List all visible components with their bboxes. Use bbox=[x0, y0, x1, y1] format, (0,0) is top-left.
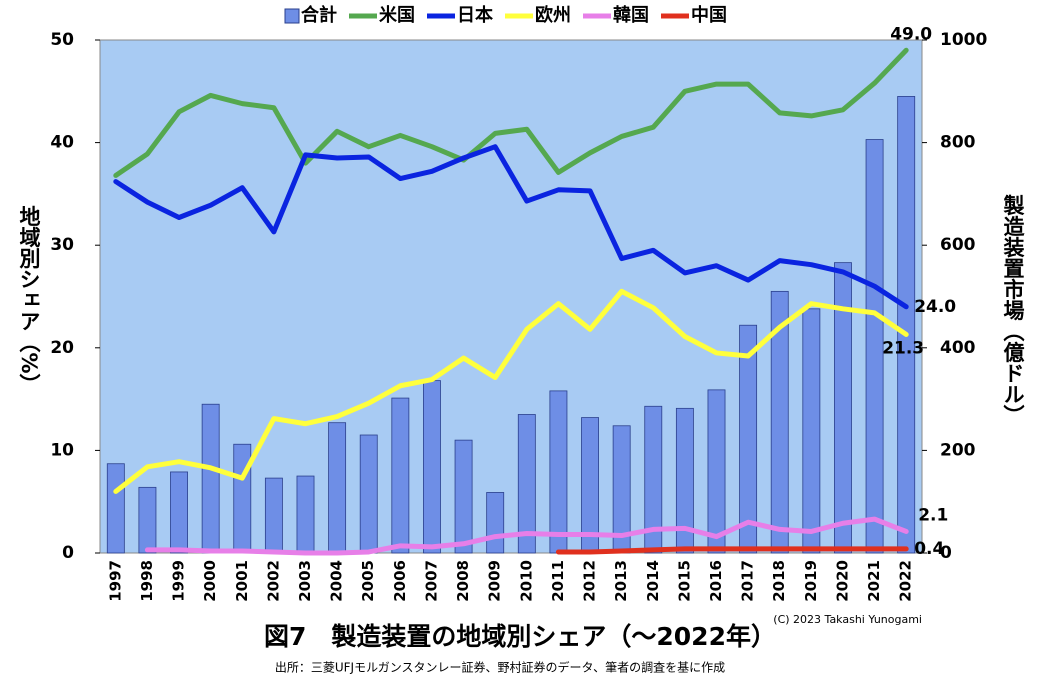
legend-label: 欧州 bbox=[535, 4, 571, 26]
bar bbox=[328, 422, 347, 554]
x-tick-label: 2006 bbox=[391, 560, 409, 602]
x-tick-label: 2002 bbox=[264, 560, 282, 602]
bar bbox=[865, 139, 884, 554]
value-label: 2.1 bbox=[918, 505, 948, 525]
bar bbox=[138, 486, 157, 554]
y2-tick-label: 1000 bbox=[940, 30, 987, 50]
x-tick-label: 2013 bbox=[612, 560, 630, 602]
legend-label: 日本 bbox=[457, 4, 493, 26]
bar bbox=[675, 407, 694, 554]
x-tick-label: 2003 bbox=[296, 560, 314, 602]
x-tick-label: 2001 bbox=[233, 560, 251, 602]
value-label: 24.0 bbox=[914, 297, 956, 317]
bar bbox=[296, 475, 315, 554]
x-tick-label: 2004 bbox=[328, 560, 346, 602]
line-series bbox=[113, 288, 909, 494]
bar bbox=[739, 324, 758, 554]
bar bbox=[391, 397, 410, 554]
credit: (C) 2023 Takashi Yunogami bbox=[773, 613, 922, 626]
x-tick-label: 2012 bbox=[581, 560, 599, 602]
legend-label: 韓国 bbox=[613, 4, 649, 26]
x-tick-label: 2014 bbox=[644, 560, 662, 602]
x-tick-label: 2005 bbox=[359, 560, 377, 602]
x-tick-label: 2011 bbox=[549, 560, 567, 602]
bar bbox=[897, 96, 916, 554]
x-tick-label: 2020 bbox=[833, 560, 851, 602]
bar bbox=[486, 492, 505, 554]
bar bbox=[170, 471, 188, 554]
bar bbox=[802, 308, 821, 554]
y2-tick-label: 0 bbox=[940, 543, 952, 563]
bar bbox=[454, 439, 473, 554]
x-tick-label: 1998 bbox=[138, 560, 156, 602]
x-tick-label: 2019 bbox=[802, 560, 820, 602]
bar bbox=[264, 477, 283, 554]
x-tick-label: 2007 bbox=[422, 560, 440, 602]
x-tick-label: 2018 bbox=[770, 560, 788, 602]
y2-tick-label: 600 bbox=[940, 235, 976, 255]
source-note: 出所：三菱UFJモルガンスタンレー証券、野村証券のデータ、筆者の調査を基に作成 bbox=[275, 660, 725, 675]
line-series bbox=[113, 144, 909, 310]
bar bbox=[201, 403, 220, 554]
value-label: 21.3 bbox=[882, 338, 924, 358]
bar bbox=[359, 434, 378, 554]
x-tick-label: 2017 bbox=[739, 560, 757, 602]
y-tick-label: 10 bbox=[50, 440, 74, 460]
x-tick-label: 2015 bbox=[675, 560, 693, 602]
y2-tick-label: 400 bbox=[940, 338, 976, 358]
bar bbox=[106, 463, 125, 554]
legend-swatch bbox=[284, 8, 300, 24]
legend-label: 米国 bbox=[379, 4, 415, 26]
y-tick-label: 50 bbox=[50, 30, 74, 50]
bar bbox=[423, 380, 441, 554]
y-tick-label: 40 bbox=[50, 133, 74, 153]
x-tick-label: 2008 bbox=[454, 560, 472, 602]
legend-label: 合計 bbox=[301, 4, 337, 26]
line-series bbox=[144, 516, 909, 556]
bar bbox=[233, 443, 252, 554]
bar bbox=[707, 389, 726, 554]
x-tick-label: 2021 bbox=[865, 560, 883, 602]
y-tick-label: 20 bbox=[50, 338, 74, 358]
y-axis-label: 地域別シェア（%） bbox=[17, 205, 41, 395]
x-tick-label: 1997 bbox=[106, 560, 124, 602]
x-tick-label: 2010 bbox=[517, 560, 535, 602]
bar bbox=[834, 262, 852, 554]
line-series bbox=[555, 546, 909, 555]
x-tick-label: 2022 bbox=[897, 560, 915, 602]
chart-title: 図7 製造装置の地域別シェア（～2022年） bbox=[264, 622, 776, 651]
y2-tick-label: 800 bbox=[940, 133, 976, 153]
value-label: 49.0 bbox=[890, 24, 932, 44]
x-tick-label: 2000 bbox=[201, 560, 219, 602]
bar bbox=[517, 414, 536, 554]
x-tick-label: 2009 bbox=[486, 560, 504, 602]
legend-label: 中国 bbox=[691, 4, 727, 26]
y-tick-label: 0 bbox=[62, 543, 74, 563]
value-label: 0.4 bbox=[914, 539, 944, 559]
line-series bbox=[113, 47, 909, 178]
x-tick-label: 1999 bbox=[170, 560, 188, 602]
bar bbox=[770, 290, 789, 554]
y2-tick-label: 200 bbox=[940, 440, 976, 460]
y-tick-label: 30 bbox=[50, 235, 74, 255]
bar bbox=[549, 390, 568, 554]
y2-axis-label: 製造装置市場（億ドル） bbox=[1001, 194, 1026, 426]
x-tick-label: 2016 bbox=[707, 560, 725, 602]
bar bbox=[644, 405, 663, 554]
